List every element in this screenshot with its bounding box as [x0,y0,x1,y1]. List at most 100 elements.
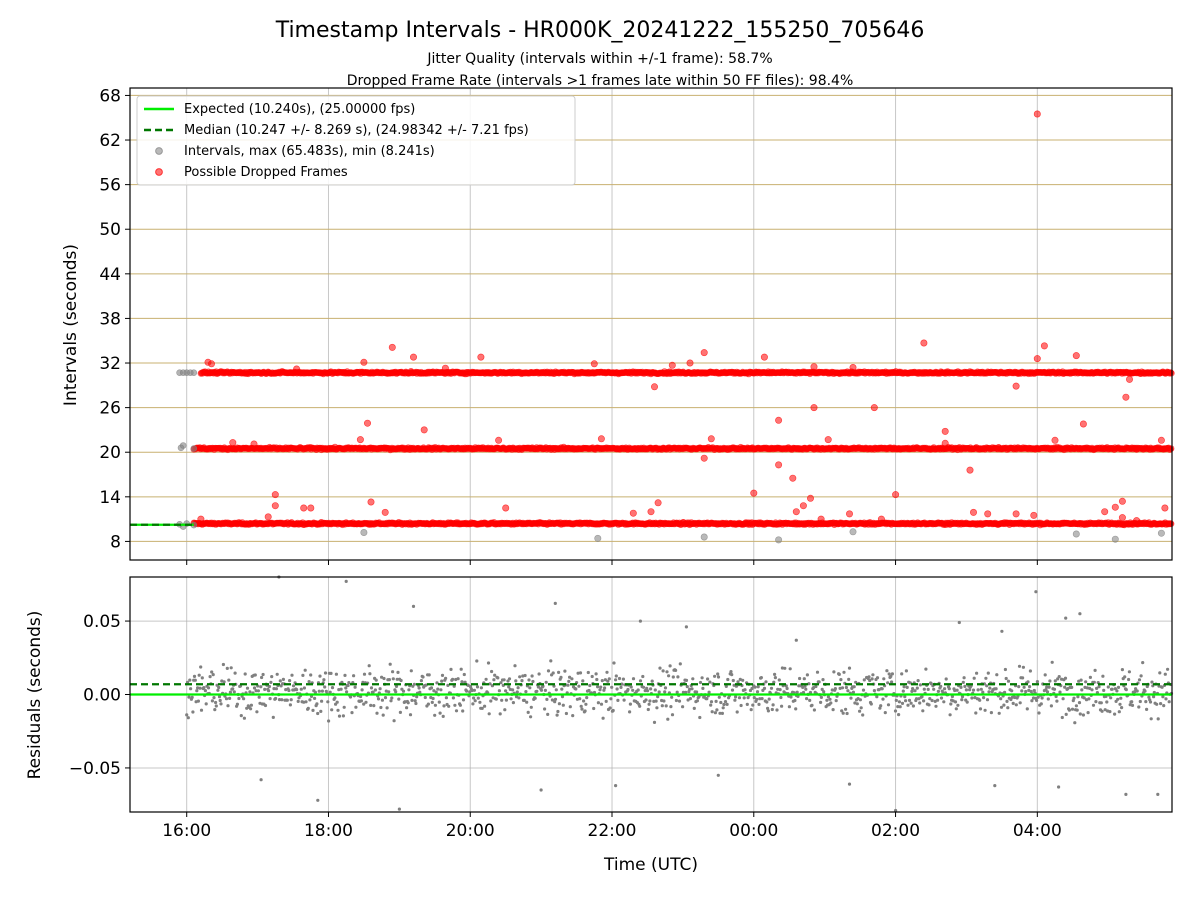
residual-outlier-14 [397,807,401,811]
residual-point [226,704,230,708]
residual-point [1030,699,1034,703]
residual-point [614,674,618,678]
residual-point [533,696,537,700]
residual-point [1148,700,1153,704]
residual-point [257,695,261,699]
residual-outlier-11 [1078,612,1082,616]
residual-point [1120,668,1124,672]
interval-point-early-4 [190,369,198,377]
residual-point [649,687,653,691]
residual-point [1060,715,1064,720]
bottom-y-tick-label-1: 0.00 [83,686,121,706]
residual-point [905,685,909,690]
residual-point [953,700,958,704]
residual-point [886,681,890,685]
residual-point [444,696,448,700]
residual-point [614,678,618,682]
residual-point [668,664,672,668]
residual-point [442,704,446,708]
dropped-frame-point-54 [966,466,974,474]
residual-point [1118,702,1122,706]
residual-point [288,679,292,683]
residual-point [483,704,487,708]
residual-point [192,674,197,679]
residual-point [433,703,437,707]
residual-point [997,711,1001,715]
residual-point [188,678,192,682]
residual-point [414,701,418,706]
residual-point [909,701,913,705]
residual-point [700,676,704,680]
residual-outlier-4 [638,619,643,623]
residual-point [564,711,569,716]
residual-point [218,698,222,703]
residual-point [586,670,590,675]
residual-point [646,707,650,712]
residual-point [1011,701,1015,706]
residual-point [581,679,585,683]
residual-point [985,698,990,702]
residual-point [475,659,479,663]
residual-point [770,707,774,712]
residual-point [456,677,460,681]
residual-point [629,685,633,689]
residual-point [509,697,513,701]
residual-point [256,689,260,693]
residual-point [777,678,781,682]
residual-point [261,672,265,677]
residual-point [715,708,719,712]
residual-point [434,690,438,694]
residual-point [733,698,737,702]
residual-point [926,687,930,692]
residual-point [274,696,278,701]
residual-point [498,712,502,716]
bottom-y-tick-label-0: 0.05 [83,612,121,632]
residual-point [707,690,711,694]
residual-point [1108,710,1112,714]
residual-point [1139,674,1143,678]
residual-point [471,702,475,706]
residual-point [924,667,928,671]
residual-point [970,696,974,700]
residual-point [231,687,235,691]
residual-point [737,696,742,700]
residual-point [742,696,746,700]
residual-point [735,710,739,714]
residual-point [723,700,728,704]
residual-outlier-3 [553,601,557,606]
residual-point [894,698,898,703]
residual-point [885,669,889,673]
residual-point [862,678,866,682]
residual-point [494,697,498,701]
residual-point [741,678,745,682]
residual-point [767,697,771,701]
residual-point [1149,717,1153,721]
residual-outlier-1 [344,579,348,584]
residual-point [1099,701,1103,705]
residual-point [601,716,605,720]
residual-point [1055,699,1059,703]
dropped-frame-point-27 [650,383,658,391]
residual-point [392,719,396,723]
residual-point [553,697,558,701]
residual-point [341,714,345,718]
residual-point [387,690,391,694]
residual-point [237,696,241,701]
x-tick-label-6: 04:00 [1013,821,1062,841]
dropped-frame-point-25 [629,509,637,517]
residual-point [328,690,332,694]
residual-point [1087,697,1091,701]
residual-point [1037,711,1041,715]
residual-point [437,700,441,704]
residual-point [832,670,836,674]
residual-point [690,687,694,691]
residual-point [311,708,315,713]
residual-point [1130,703,1135,708]
residual-point [537,672,541,676]
residual-point [955,688,959,692]
residual-point [870,677,874,681]
residual-point [906,703,910,707]
residual-point [1028,685,1032,689]
residual-point [473,699,477,703]
interval-point-0 [360,528,368,536]
